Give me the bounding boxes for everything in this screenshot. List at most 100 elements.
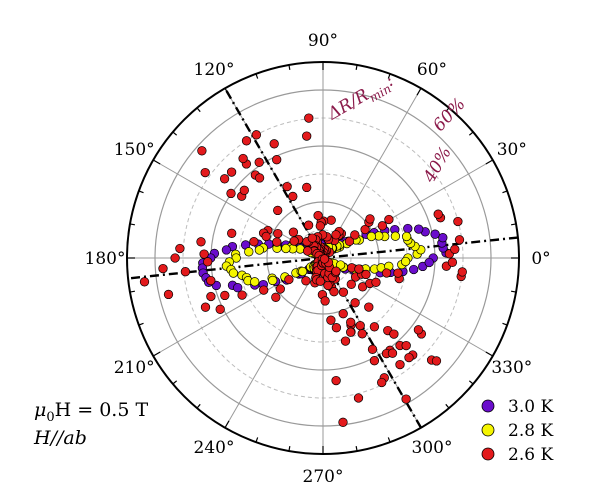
data-point-26K-123	[301, 276, 311, 286]
angle-label-30: 30°	[497, 140, 527, 160]
angle-label-330: 330°	[491, 358, 532, 378]
data-point-26K-102	[163, 289, 174, 300]
data-point-26K-84	[261, 231, 271, 242]
data-point-30K-4	[438, 233, 448, 243]
data-point-26K-51	[313, 210, 323, 221]
data-point-26K-184	[393, 268, 403, 278]
data-point-26K-105	[206, 291, 216, 302]
data-point-30K-149	[424, 257, 434, 268]
data-point-26K-135	[307, 233, 317, 243]
frame-tick-290	[387, 437, 391, 443]
data-point-26K-136	[338, 287, 349, 297]
data-point-26K-110	[259, 285, 269, 295]
data-point-26K-163	[387, 348, 398, 358]
frame-tick-310	[445, 403, 450, 409]
data-point-26K-46	[338, 309, 348, 319]
data-point-26K-98	[180, 267, 191, 277]
data-point-26K-95	[170, 253, 180, 263]
legend-marker-2-8k	[481, 423, 495, 437]
legend: 3.0 K 2.8 K 2.6 K	[481, 397, 553, 465]
data-point-26K-166	[331, 266, 341, 276]
data-point-26K-99	[139, 277, 150, 287]
legend-label-2-8k: 2.8 K	[508, 421, 553, 441]
data-point-26K-85	[272, 237, 282, 247]
data-point-28K-7	[390, 231, 401, 241]
field-annotation: μ0H = 0.5 T	[34, 399, 148, 425]
data-point-26K-111	[346, 279, 356, 289]
data-point-26K-108	[237, 290, 247, 300]
data-point-26K-24	[197, 146, 207, 156]
data-point-26K-140	[272, 155, 282, 165]
data-point-26K-12	[350, 298, 360, 308]
data-point-28K-89	[297, 266, 308, 277]
data-point-26K-86	[431, 356, 442, 366]
angle-label-180: 180°	[85, 249, 126, 269]
data-point-26K-170	[238, 153, 248, 164]
data-point-26K-93	[175, 243, 185, 254]
frame-tick-140	[172, 131, 178, 136]
data-point-26K-79	[289, 236, 299, 246]
data-point-26K-41	[326, 215, 336, 225]
data-point-26K-25	[367, 344, 378, 354]
data-point-26K-5	[331, 375, 341, 386]
data-point-30K-8	[403, 223, 413, 234]
spoke-330	[322, 257, 493, 357]
data-point-26K-162	[346, 327, 356, 337]
frame-tick-50	[445, 107, 450, 113]
data-point-26K-130	[369, 322, 380, 332]
radial-tick-label-40: 40%	[419, 143, 456, 187]
data-point-26K-189	[447, 257, 458, 267]
data-point-26K-2	[450, 244, 460, 254]
data-point-26K-96	[203, 257, 213, 267]
data-point-30K-147	[409, 264, 419, 275]
data-point-26K-107	[200, 302, 211, 312]
data-point-26K-138	[404, 352, 414, 363]
data-point-26K-167	[346, 317, 356, 327]
data-point-26K-4	[454, 235, 465, 245]
data-point-26K-173	[377, 377, 387, 388]
data-point-26K-159	[326, 315, 336, 325]
frame-tick-70	[387, 73, 391, 79]
data-point-30K-5	[430, 229, 440, 239]
data-point-26K-176	[413, 325, 424, 335]
frame-tick-280	[355, 445, 358, 452]
data-point-26K-187	[457, 267, 467, 277]
data-point-26K-181	[354, 264, 364, 274]
frame-tick-60	[416, 87, 422, 96]
data-point-26K-106	[220, 290, 230, 301]
data-point-26K-18	[360, 224, 370, 235]
data-points	[139, 113, 467, 427]
frame-tick-250	[255, 437, 259, 443]
data-point-26K-87	[227, 228, 237, 238]
data-point-28K-83	[250, 277, 260, 287]
data-point-26K-109	[215, 304, 225, 314]
data-point-26K-172	[319, 254, 330, 264]
frame-tick-40	[468, 131, 474, 136]
data-point-26K-68	[254, 157, 264, 167]
frame-tick-20	[502, 190, 508, 194]
angle-label-60: 60°	[417, 60, 447, 80]
field-orientation: H//ab	[33, 427, 87, 449]
data-point-28K-149	[400, 256, 411, 267]
data-point-28K-69	[281, 243, 291, 254]
data-point-26K-168	[401, 394, 411, 404]
data-point-28K-72	[254, 245, 265, 255]
data-point-26K-32	[331, 230, 341, 240]
frame-tick-210	[152, 351, 161, 357]
frame-tick-240	[224, 420, 230, 429]
angle-label-300: 300°	[412, 438, 453, 458]
data-point-26K-92	[200, 167, 210, 178]
frame-tick-330	[485, 351, 494, 357]
data-point-26K-118	[226, 167, 237, 177]
data-point-26K-11	[433, 209, 443, 219]
data-point-26K-16	[384, 214, 394, 225]
data-point-28K-10	[366, 231, 377, 242]
radial-axis-label: ΔR/Rmin:	[324, 71, 399, 128]
data-point-30K-83	[233, 283, 243, 293]
frame-tick-340	[502, 322, 508, 326]
angle-tick-labels: 0° 30° 60° 90° 120° 150° 180° 210° 240° 270° 300° 3…	[85, 31, 551, 485]
data-point-26K-177	[371, 277, 381, 287]
data-point-26K-73	[355, 320, 365, 331]
angle-label-0: 0°	[531, 249, 550, 269]
